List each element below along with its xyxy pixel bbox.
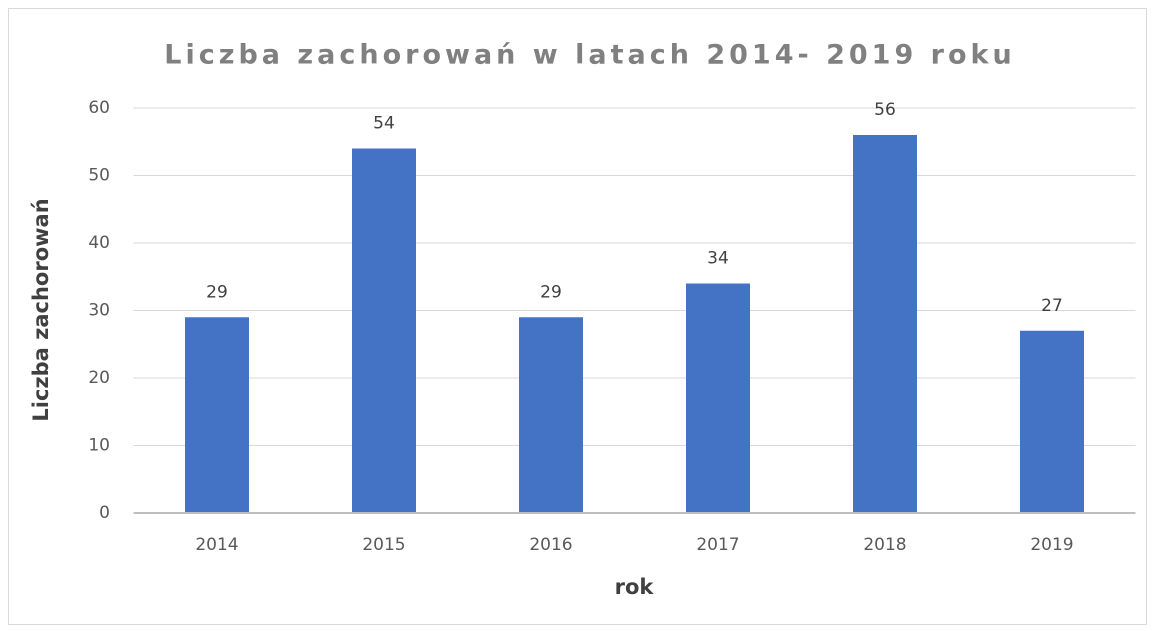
chart-border: [8, 8, 1147, 625]
y-tick-label: 30: [88, 301, 110, 321]
x-tick-label: 2019: [1030, 535, 1073, 555]
data-label: 29: [206, 282, 228, 302]
x-tick-label: 2017: [696, 535, 739, 555]
y-axis-label: Liczba zachorowań: [29, 198, 53, 421]
bar: [853, 135, 917, 513]
bar: [1020, 330, 1084, 513]
y-tick-label: 40: [88, 233, 110, 253]
x-tick-label: 2014: [195, 535, 238, 555]
bar: [519, 317, 583, 513]
y-tick-label: 10: [88, 436, 110, 456]
bar: [352, 148, 416, 513]
data-label: 29: [540, 282, 562, 302]
bar: [686, 283, 750, 513]
x-axis-label: rok: [615, 575, 655, 599]
x-tick-label: 2015: [362, 535, 405, 555]
x-tick-label: 2018: [863, 535, 906, 555]
data-label: 56: [874, 100, 896, 120]
y-tick-label: 50: [88, 166, 110, 186]
data-label: 27: [1041, 296, 1063, 316]
chart-title: Liczba zachorowań w latach 2014- 2019 ro…: [164, 40, 1015, 71]
data-label: 34: [707, 249, 729, 269]
y-tick-label: 60: [88, 98, 110, 118]
data-label: 54: [373, 114, 395, 134]
y-tick-label: 20: [88, 368, 110, 388]
y-tick-label: 0: [99, 503, 110, 523]
bar: [185, 317, 249, 513]
x-tick-label: 2016: [529, 535, 572, 555]
